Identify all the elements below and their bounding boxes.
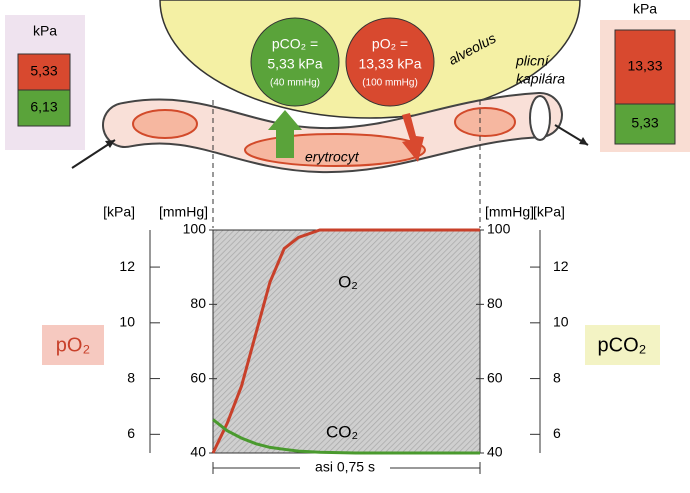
y-tick-label: 80	[487, 295, 503, 311]
value-box	[17, 89, 71, 127]
series-line	[211, 228, 480, 454]
bubble-text: 13,33 kPa	[358, 56, 421, 72]
duration-label: asi 0,75 s	[315, 459, 375, 475]
y-tick-label: 100	[183, 221, 207, 237]
value: 6,13	[30, 99, 57, 115]
y2-tick-label: 8	[553, 369, 561, 385]
value: 13,33	[627, 58, 662, 74]
erythrocyte	[132, 109, 198, 139]
plot-area	[212, 229, 481, 454]
o2-bubble	[345, 17, 435, 107]
left-label-box	[42, 325, 104, 365]
series-label: CO₂	[326, 422, 358, 441]
axis-label: [mmHg]	[159, 204, 208, 220]
axis-label: [kPa]	[533, 204, 565, 220]
y-tick-label: 100	[487, 221, 511, 237]
duration-bg	[300, 459, 390, 477]
y2-tick-label: 10	[119, 314, 135, 330]
value-box	[17, 53, 71, 91]
y2-tick-label: 8	[127, 369, 135, 385]
y-tick-label: 60	[487, 369, 503, 385]
capillary-end	[529, 95, 551, 141]
value: 5,33	[631, 115, 658, 131]
side-label: pO₂	[56, 334, 90, 356]
series-label: O₂	[338, 272, 358, 291]
bubble-text: (100 mmHg)	[362, 78, 418, 89]
capillary-label: kapilára	[516, 71, 565, 87]
bubble-text: (40 mmHg)	[270, 78, 320, 89]
y-tick-label: 60	[190, 369, 206, 385]
co2-arrow	[268, 110, 302, 158]
o2-arrow	[402, 113, 424, 162]
axis-label: [kPa]	[103, 204, 135, 220]
flow-arrow	[105, 140, 115, 148]
series-line	[212, 418, 480, 455]
axis-label: [mmHg]	[485, 204, 534, 220]
erythrocyte-label: erytrocyt	[305, 149, 360, 165]
value-box	[614, 103, 676, 145]
y2-tick-label: 6	[127, 425, 135, 441]
bubble-text: pO₂ =	[372, 36, 408, 52]
capillary-label: plicní	[515, 53, 551, 69]
co2-bubble	[250, 17, 340, 107]
y2-tick-label: 10	[553, 314, 569, 330]
erythrocyte	[454, 107, 516, 137]
bubble-text: 5,33 kPa	[267, 56, 322, 72]
right-label-box	[585, 325, 660, 365]
y-tick-label: 80	[190, 295, 206, 311]
y-tick-label: 40	[190, 444, 206, 460]
flow-arrow	[579, 137, 588, 145]
y2-tick-label: 12	[119, 258, 135, 274]
value: 5,33	[30, 63, 57, 79]
unit: kPa	[633, 1, 657, 17]
y2-tick-label: 12	[553, 258, 569, 274]
side-label: pCO₂	[598, 334, 647, 356]
value-box	[614, 29, 676, 105]
y-tick-label: 40	[487, 444, 503, 460]
y2-tick-label: 6	[553, 425, 561, 441]
unit: kPa	[33, 23, 57, 39]
bubble-text: pCO₂ =	[272, 36, 318, 52]
